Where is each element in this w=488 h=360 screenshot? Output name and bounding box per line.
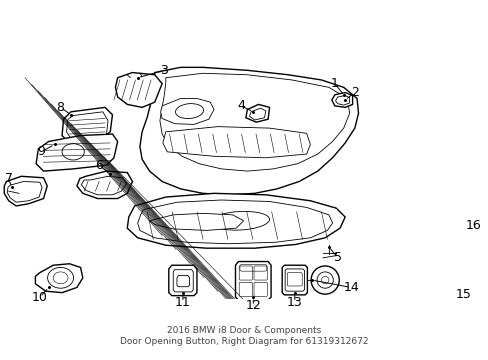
Text: 10: 10 [32, 291, 48, 303]
Text: 11: 11 [175, 296, 190, 309]
Polygon shape [331, 93, 352, 107]
Text: 2: 2 [350, 86, 358, 99]
Text: 5: 5 [333, 251, 341, 264]
Polygon shape [127, 193, 345, 248]
Polygon shape [457, 269, 482, 290]
Text: 15: 15 [455, 288, 471, 301]
Polygon shape [161, 99, 214, 125]
Text: 9: 9 [37, 145, 45, 158]
Polygon shape [77, 171, 132, 198]
Polygon shape [168, 265, 197, 296]
Polygon shape [115, 72, 162, 107]
Polygon shape [245, 104, 269, 122]
Polygon shape [282, 265, 307, 295]
Text: 3: 3 [160, 64, 168, 77]
Text: 7: 7 [5, 172, 13, 185]
Polygon shape [36, 134, 118, 171]
Polygon shape [62, 107, 112, 143]
Text: 8: 8 [57, 101, 64, 114]
Polygon shape [473, 225, 488, 241]
Polygon shape [4, 176, 47, 206]
Text: 2016 BMW i8 Door & Components
Door Opening Button, Right Diagram for 61319312672: 2016 BMW i8 Door & Components Door Openi… [120, 326, 368, 346]
Text: 1: 1 [330, 77, 338, 90]
Polygon shape [140, 67, 358, 195]
Polygon shape [163, 127, 310, 158]
Polygon shape [235, 261, 270, 300]
Text: 12: 12 [245, 300, 261, 312]
Text: 13: 13 [286, 296, 302, 309]
Text: 6: 6 [95, 159, 103, 172]
Polygon shape [160, 73, 349, 171]
Text: 16: 16 [465, 220, 480, 233]
Text: 14: 14 [343, 281, 358, 294]
Polygon shape [35, 264, 82, 293]
Polygon shape [149, 213, 243, 230]
Polygon shape [138, 200, 332, 244]
Text: 4: 4 [237, 99, 245, 112]
